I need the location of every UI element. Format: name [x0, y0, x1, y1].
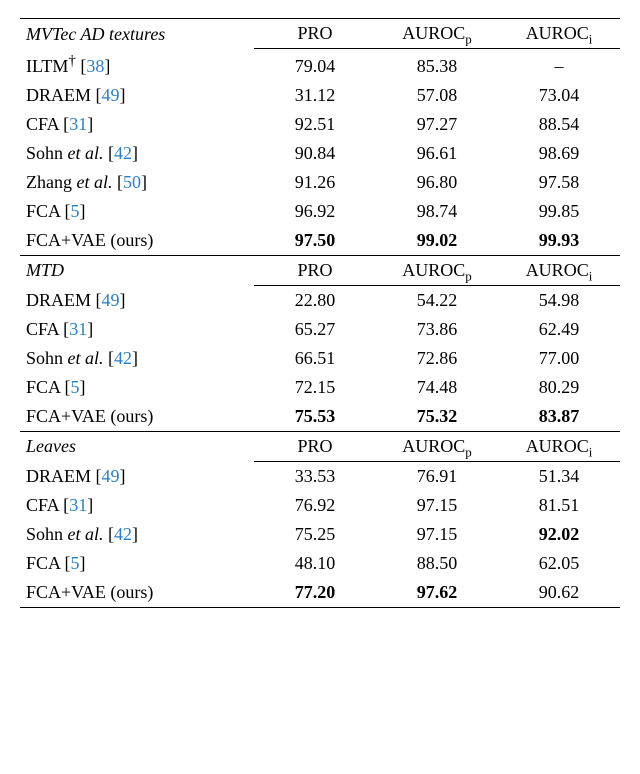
- section-title: Leaves: [20, 431, 254, 461]
- method-cell: FCA+VAE (ours): [20, 226, 254, 256]
- col-aurocp: AUROCp: [376, 255, 498, 285]
- cell-auroci: 80.29: [498, 373, 620, 402]
- cell-pro: 79.04: [254, 49, 376, 81]
- cell-pro: 31.12: [254, 81, 376, 110]
- cell-pro: 92.51: [254, 110, 376, 139]
- col-pro: PRO: [254, 19, 376, 49]
- cell-aurocp: 74.48: [376, 373, 498, 402]
- cell-aurocp: 85.38: [376, 49, 498, 81]
- table-row: Zhang et al. [50]91.2696.8097.58: [20, 168, 620, 197]
- cell-pro: 48.10: [254, 549, 376, 578]
- cell-pro: 75.53: [254, 402, 376, 432]
- cell-aurocp: 57.08: [376, 81, 498, 110]
- cell-pro: 33.53: [254, 461, 376, 491]
- method-cell: FCA [5]: [20, 373, 254, 402]
- method-cell: CFA [31]: [20, 110, 254, 139]
- table-row: Sohn et al. [42]90.8496.6198.69: [20, 139, 620, 168]
- results-table: MVTec AD texturesPROAUROCpAUROCiILTM† [3…: [20, 18, 620, 608]
- cell-aurocp: 96.80: [376, 168, 498, 197]
- section-title: MVTec AD textures: [20, 19, 254, 49]
- cell-pro: 65.27: [254, 315, 376, 344]
- table-row: FCA+VAE (ours)75.5375.3283.87: [20, 402, 620, 432]
- method-cell: DRAEM [49]: [20, 461, 254, 491]
- cell-aurocp: 88.50: [376, 549, 498, 578]
- cell-auroci: 92.02: [498, 520, 620, 549]
- method-cell: FCA [5]: [20, 197, 254, 226]
- table-row: FCA+VAE (ours)77.2097.6290.62: [20, 578, 620, 608]
- col-auroci: AUROCi: [498, 19, 620, 49]
- col-auroci: AUROCi: [498, 255, 620, 285]
- col-pro: PRO: [254, 255, 376, 285]
- cell-pro: 76.92: [254, 491, 376, 520]
- table-row: Sohn et al. [42]75.2597.1592.02: [20, 520, 620, 549]
- cell-pro: 90.84: [254, 139, 376, 168]
- method-cell: Zhang et al. [50]: [20, 168, 254, 197]
- col-auroci: AUROCi: [498, 431, 620, 461]
- cell-aurocp: 54.22: [376, 285, 498, 315]
- cell-aurocp: 97.27: [376, 110, 498, 139]
- cell-aurocp: 99.02: [376, 226, 498, 256]
- cell-auroci: 81.51: [498, 491, 620, 520]
- table-row: CFA [31]76.9297.1581.51: [20, 491, 620, 520]
- cell-auroci: 77.00: [498, 344, 620, 373]
- col-aurocp: AUROCp: [376, 19, 498, 49]
- table-row: FCA+VAE (ours)97.5099.0299.93: [20, 226, 620, 256]
- cell-pro: 75.25: [254, 520, 376, 549]
- table-row: DRAEM [49]22.8054.2254.98: [20, 285, 620, 315]
- table-row: ILTM† [38]79.0485.38–: [20, 49, 620, 81]
- cell-pro: 72.15: [254, 373, 376, 402]
- cell-pro: 77.20: [254, 578, 376, 608]
- cell-auroci: 90.62: [498, 578, 620, 608]
- table-row: CFA [31]65.2773.8662.49: [20, 315, 620, 344]
- cell-auroci: –: [498, 49, 620, 81]
- method-cell: FCA+VAE (ours): [20, 578, 254, 608]
- method-cell: DRAEM [49]: [20, 81, 254, 110]
- cell-aurocp: 97.15: [376, 520, 498, 549]
- cell-pro: 97.50: [254, 226, 376, 256]
- method-cell: CFA [31]: [20, 491, 254, 520]
- table-row: DRAEM [49]31.1257.0873.04: [20, 81, 620, 110]
- col-aurocp: AUROCp: [376, 431, 498, 461]
- cell-pro: 66.51: [254, 344, 376, 373]
- method-cell: DRAEM [49]: [20, 285, 254, 315]
- cell-aurocp: 96.61: [376, 139, 498, 168]
- table-row: FCA [5]72.1574.4880.29: [20, 373, 620, 402]
- cell-auroci: 73.04: [498, 81, 620, 110]
- cell-aurocp: 97.62: [376, 578, 498, 608]
- cell-aurocp: 76.91: [376, 461, 498, 491]
- cell-auroci: 99.85: [498, 197, 620, 226]
- cell-aurocp: 73.86: [376, 315, 498, 344]
- method-cell: FCA+VAE (ours): [20, 402, 254, 432]
- table-row: DRAEM [49]33.5376.9151.34: [20, 461, 620, 491]
- cell-auroci: 54.98: [498, 285, 620, 315]
- cell-aurocp: 75.32: [376, 402, 498, 432]
- cell-aurocp: 72.86: [376, 344, 498, 373]
- cell-pro: 91.26: [254, 168, 376, 197]
- cell-pro: 96.92: [254, 197, 376, 226]
- table-row: FCA [5]96.9298.7499.85: [20, 197, 620, 226]
- method-cell: ILTM† [38]: [20, 49, 254, 81]
- cell-aurocp: 97.15: [376, 491, 498, 520]
- section-title: MTD: [20, 255, 254, 285]
- method-cell: Sohn et al. [42]: [20, 520, 254, 549]
- method-cell: Sohn et al. [42]: [20, 139, 254, 168]
- cell-auroci: 51.34: [498, 461, 620, 491]
- cell-auroci: 62.49: [498, 315, 620, 344]
- table-row: Sohn et al. [42]66.5172.8677.00: [20, 344, 620, 373]
- cell-aurocp: 98.74: [376, 197, 498, 226]
- method-cell: Sohn et al. [42]: [20, 344, 254, 373]
- cell-auroci: 98.69: [498, 139, 620, 168]
- cell-auroci: 83.87: [498, 402, 620, 432]
- cell-auroci: 62.05: [498, 549, 620, 578]
- method-cell: CFA [31]: [20, 315, 254, 344]
- cell-pro: 22.80: [254, 285, 376, 315]
- cell-auroci: 97.58: [498, 168, 620, 197]
- method-cell: FCA [5]: [20, 549, 254, 578]
- cell-auroci: 88.54: [498, 110, 620, 139]
- cell-auroci: 99.93: [498, 226, 620, 256]
- col-pro: PRO: [254, 431, 376, 461]
- table-row: CFA [31]92.5197.2788.54: [20, 110, 620, 139]
- table-row: FCA [5]48.1088.5062.05: [20, 549, 620, 578]
